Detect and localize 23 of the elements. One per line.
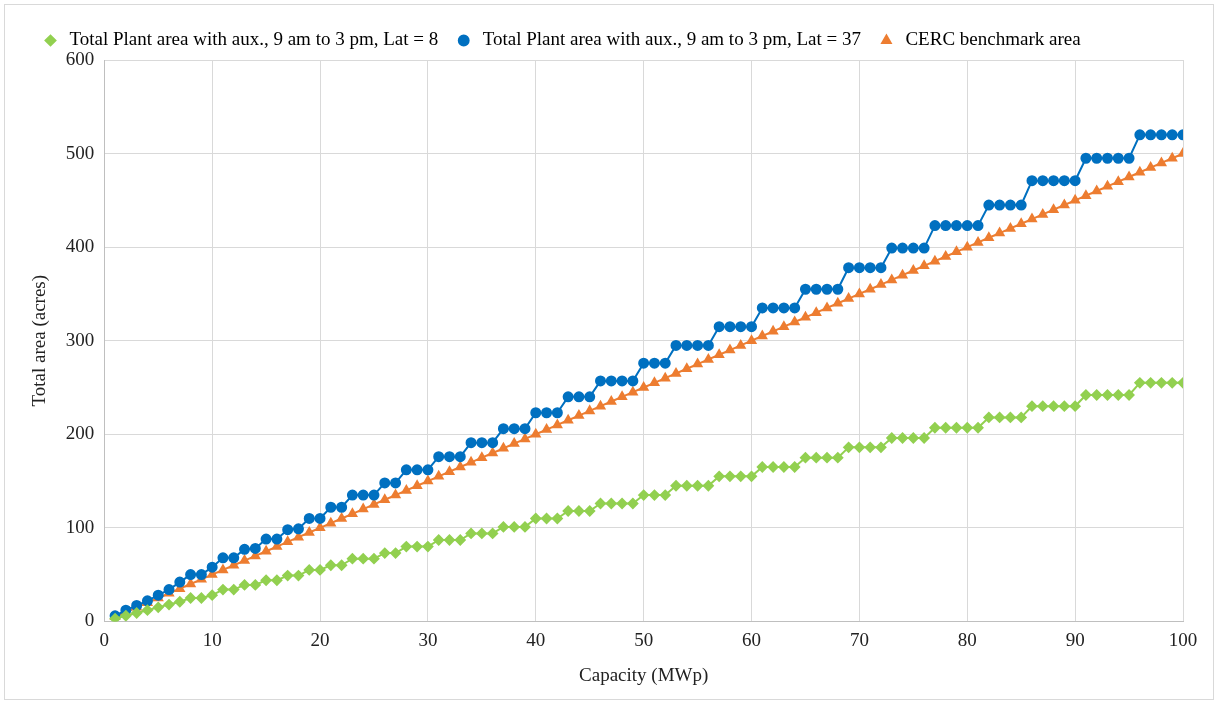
y-tick-label: 200	[65, 422, 95, 444]
x-tick-label: 60	[742, 628, 762, 650]
y-tick-label: 0	[84, 609, 95, 631]
y-tick-label: 100	[65, 515, 95, 537]
y-tick-label: 600	[65, 47, 95, 69]
y-tick-label: 400	[65, 235, 95, 257]
x-tick-label: 50	[634, 628, 654, 650]
x-axis-title: Capacity (MWp)	[579, 663, 709, 686]
x-tick-label: 10	[202, 628, 222, 650]
x-tick-label: 80	[957, 628, 977, 650]
legend-label: CERC benchmark area	[905, 28, 1082, 50]
y-tick-label: 500	[65, 141, 95, 163]
x-tick-label: 40	[526, 628, 546, 650]
x-tick-label: 90	[1065, 628, 1085, 650]
x-tick-label: 100	[1168, 628, 1198, 650]
x-tick-label: 20	[310, 628, 330, 650]
x-tick-label: 70	[849, 628, 869, 650]
x-tick-label: 0	[99, 628, 110, 650]
legend-label: Total Plant area with aux., 9 am to 3 pm, Lat = 37	[482, 28, 861, 50]
x-tick-label: 30	[418, 628, 438, 650]
legend-label: Total Plant area with aux., 9 am to 3 pm, Lat = 8	[69, 28, 439, 50]
y-axis-title: Total area (acres)	[28, 274, 51, 407]
y-tick-label: 300	[65, 328, 95, 350]
